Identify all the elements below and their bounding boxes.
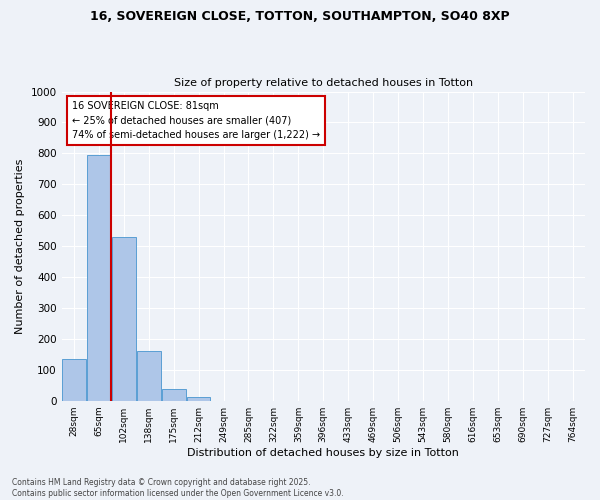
Bar xyxy=(187,397,211,400)
Bar xyxy=(137,350,161,401)
Text: Contains HM Land Registry data © Crown copyright and database right 2025.
Contai: Contains HM Land Registry data © Crown c… xyxy=(12,478,344,498)
Bar xyxy=(162,390,185,400)
Bar xyxy=(112,237,136,400)
Text: 16, SOVEREIGN CLOSE, TOTTON, SOUTHAMPTON, SO40 8XP: 16, SOVEREIGN CLOSE, TOTTON, SOUTHAMPTON… xyxy=(90,10,510,23)
X-axis label: Distribution of detached houses by size in Totton: Distribution of detached houses by size … xyxy=(187,448,459,458)
Text: 16 SOVEREIGN CLOSE: 81sqm
← 25% of detached houses are smaller (407)
74% of semi: 16 SOVEREIGN CLOSE: 81sqm ← 25% of detac… xyxy=(72,101,320,140)
Bar xyxy=(87,155,111,400)
Title: Size of property relative to detached houses in Totton: Size of property relative to detached ho… xyxy=(174,78,473,88)
Y-axis label: Number of detached properties: Number of detached properties xyxy=(15,158,25,334)
Bar xyxy=(62,359,86,401)
